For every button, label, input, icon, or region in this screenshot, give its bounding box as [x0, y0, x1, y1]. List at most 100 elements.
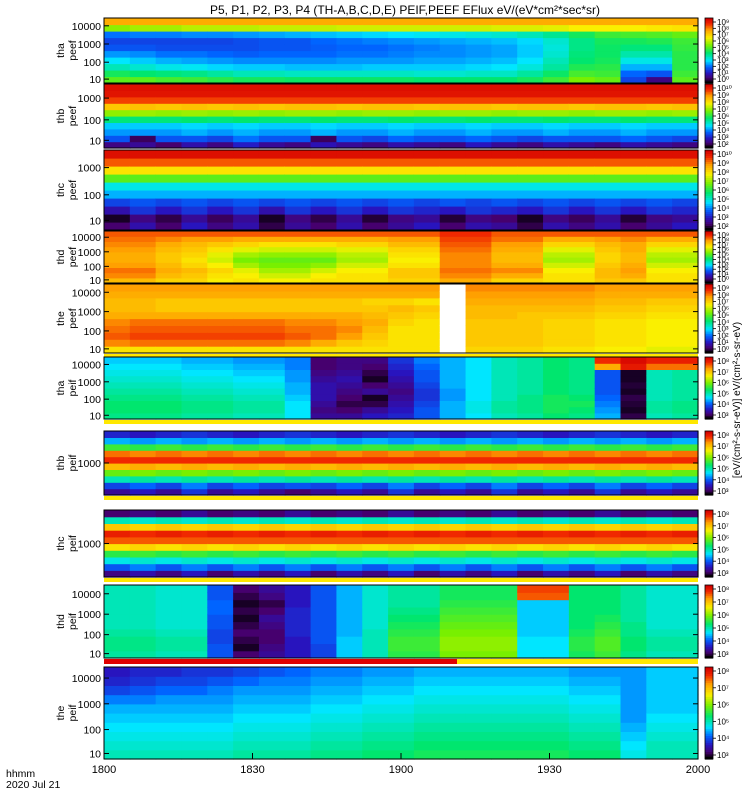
heatmap-cell [439, 463, 467, 470]
heatmap-cell [413, 643, 441, 652]
heatmap-cell [207, 381, 234, 389]
heatmap-cell [129, 731, 157, 742]
colorbar-segment [705, 208, 713, 211]
heatmap-cell [181, 50, 208, 58]
heatmap-cell [594, 206, 622, 215]
heatmap-cell [336, 406, 363, 414]
heatmap-cell [620, 463, 647, 470]
y-axis-label-probe: tha [55, 381, 67, 396]
y-tick-label: 10000 [72, 21, 101, 33]
heatmap-cell [362, 650, 389, 659]
heatmap-cell [104, 150, 131, 159]
heatmap-cell [104, 599, 131, 608]
heatmap-cell [465, 262, 492, 268]
heatmap-cell [155, 182, 183, 191]
heatmap-cell [181, 190, 208, 199]
heatmap-cell [258, 214, 286, 223]
heatmap-cell [439, 388, 467, 395]
heatmap-cell [646, 96, 673, 104]
heatmap-cell [284, 536, 312, 545]
heatmap-cell [465, 37, 492, 45]
colorbar-segment [705, 61, 713, 65]
heatmap-cell [568, 703, 596, 714]
heatmap-cell [233, 318, 260, 326]
heatmap-cell [362, 369, 389, 377]
heatmap-cell [646, 262, 673, 268]
heatmap-cell [155, 406, 183, 414]
heatmap-cell [362, 592, 389, 601]
colorbar-segment [705, 253, 713, 255]
heatmap-cell [413, 621, 441, 630]
heatmap-cell [284, 523, 312, 531]
heatmap-cell [465, 450, 492, 458]
heatmap-cell [362, 731, 389, 742]
colorbar-segment [705, 551, 713, 555]
heatmap-cell [439, 222, 467, 231]
heatmap-cell [620, 190, 647, 199]
heatmap-cell [233, 713, 260, 723]
heatmap-cell [284, 676, 312, 686]
heatmap-cell [543, 643, 570, 652]
colorbar-segment [705, 555, 713, 558]
colorbar-segment [705, 22, 713, 26]
heatmap-cell [646, 76, 673, 84]
heatmap-cell [155, 543, 183, 551]
heatmap-cell [104, 76, 131, 84]
heatmap-cell [310, 530, 338, 538]
heatmap-cell [104, 643, 131, 652]
heatmap-cell [517, 563, 544, 571]
heatmap-cell [413, 713, 441, 723]
heatmap-cell [413, 592, 441, 601]
colorbar-segment [705, 328, 713, 332]
heatmap-cell [362, 703, 389, 714]
heatmap-cell [543, 262, 570, 268]
heatmap-cell [491, 599, 518, 608]
heatmap-cell [258, 469, 286, 477]
heatmap-cell [104, 297, 131, 306]
colorbar-segment [705, 273, 713, 276]
heatmap-cell [155, 731, 183, 742]
colorbar-segment [705, 132, 713, 135]
heatmap-cell [336, 257, 363, 263]
heatmap-cell [646, 109, 673, 117]
heatmap-cell [439, 431, 467, 438]
colorbar-segment [705, 71, 713, 74]
heatmap-cell [465, 510, 492, 518]
colorbar-tick-label: 10⁴ [717, 255, 730, 264]
heatmap-cell [543, 606, 570, 615]
colorbar-segment [705, 592, 713, 595]
heatmap-cell [104, 394, 131, 401]
heatmap-cell [465, 592, 492, 601]
heatmap-cell [388, 122, 415, 130]
heatmap-cell [594, 722, 622, 732]
colorbar-segment [705, 246, 713, 249]
heatmap-cell [284, 332, 312, 340]
heatmap-cell [568, 318, 596, 326]
heatmap-cell [362, 198, 389, 207]
heatmap-cell [620, 606, 647, 615]
heatmap-cell [129, 643, 157, 652]
heatmap-cell [207, 703, 234, 714]
colorbar-tick-label: 10⁷ [717, 442, 729, 451]
heatmap-cell [362, 685, 389, 696]
heatmap-cell [336, 650, 363, 659]
colorbar-tick-label: 10⁴ [717, 637, 730, 646]
heatmap-cell [362, 257, 389, 263]
heatmap-cell [310, 713, 338, 723]
colorbar-segment [705, 680, 713, 684]
heatmap-cell [594, 585, 622, 593]
heatmap-cell [465, 488, 492, 496]
heatmap-cell [310, 198, 338, 207]
heatmap-cell [181, 636, 208, 644]
heatmap-cell [543, 222, 570, 231]
heatmap-cell [491, 311, 518, 320]
heatmap-cell [155, 400, 183, 408]
heatmap-cell [672, 84, 699, 91]
heatmap-cell [155, 241, 183, 248]
heatmap-cell [258, 516, 286, 524]
heatmap-cell [233, 284, 260, 292]
heatmap-cell [568, 482, 596, 490]
heatmap-cell [284, 443, 312, 451]
heatmap-cell [104, 469, 131, 477]
heatmap-cell [310, 346, 338, 354]
